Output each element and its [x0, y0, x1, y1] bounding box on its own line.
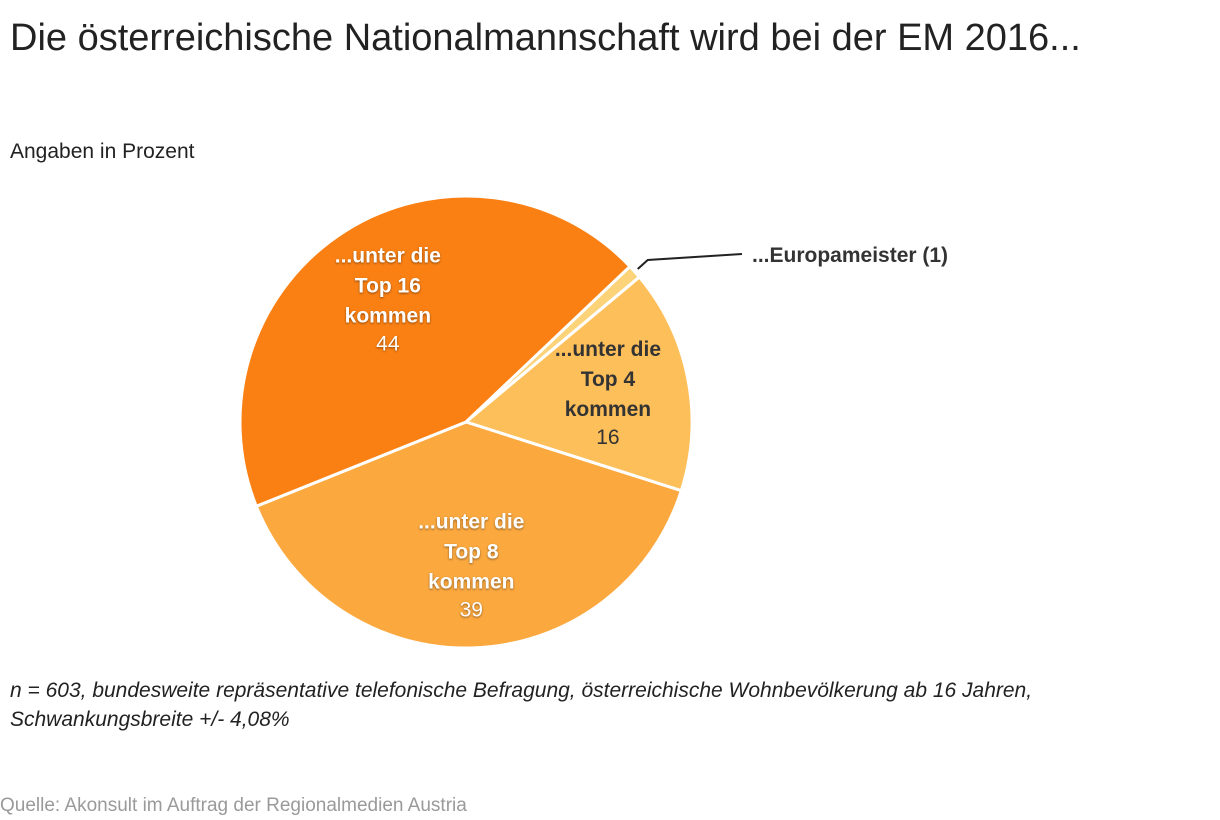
- slice-value: 39: [460, 599, 483, 622]
- slice-label: kommen: [345, 304, 431, 327]
- slice-label: Top 4: [581, 368, 636, 391]
- slice-label: ...unter die: [418, 511, 524, 534]
- slice-label: kommen: [565, 398, 651, 421]
- slice-label: ...Europameister (1): [752, 244, 948, 267]
- pie-slice: [238, 194, 633, 509]
- chart-title: Die österreichische Nationalmannschaft w…: [10, 17, 1081, 59]
- pie-slice: [254, 420, 684, 650]
- slice-label: Top 8: [444, 541, 499, 564]
- slice-label: kommen: [428, 571, 514, 594]
- pie-slice: [462, 274, 694, 493]
- slice-value: 16: [596, 426, 619, 449]
- leader-line: [637, 253, 743, 270]
- survey-note: n = 603, bundesweite repräsentative tele…: [10, 679, 1033, 731]
- slice-label: Top 16: [355, 274, 421, 297]
- pie-slices: [238, 194, 694, 650]
- slice-label: ...unter die: [555, 338, 661, 361]
- slice-value: 44: [376, 332, 400, 355]
- source-note: Quelle: Akonsult im Auftrag der Regional…: [0, 795, 467, 816]
- slice-label: ...unter die: [335, 244, 441, 267]
- pie-labels: ...Europameister (1) ...unter die Top 4 kom…: [335, 244, 948, 622]
- chart-subtitle: Angaben in Prozent: [10, 140, 195, 163]
